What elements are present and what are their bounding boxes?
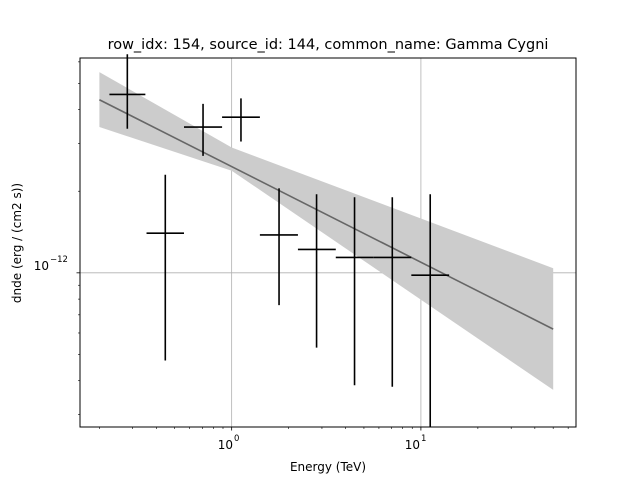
chart-title: row_idx: 154, source_id: 144, common_nam… <box>108 37 549 53</box>
confidence-band <box>99 72 554 390</box>
plot-area <box>80 54 576 427</box>
axis-ticks <box>76 61 569 431</box>
x-tick-label-10: 10 1 <box>405 434 427 452</box>
x-tick-label-1: 10 0 <box>218 434 240 452</box>
data-point-8 <box>411 194 450 427</box>
x-tick-label-10-exponent: 1 <box>421 434 426 444</box>
data-point-5 <box>297 194 336 348</box>
model-line <box>99 99 554 330</box>
data-point-1 <box>146 174 184 361</box>
model-line-path <box>99 99 554 330</box>
data-points <box>109 54 450 427</box>
data-point-3 <box>222 98 260 142</box>
x-tick-label-1-exponent: 0 <box>234 434 239 444</box>
x-tick-label-1-base: 10 <box>218 438 233 452</box>
y-tick-label-1e-12-exponent: −12 <box>50 255 68 265</box>
data-point-4 <box>259 188 298 306</box>
x-tick-label-10-base: 10 <box>405 438 420 452</box>
plot-frame <box>79 57 577 428</box>
x-axis-label: Energy (TeV) <box>290 460 366 474</box>
data-point-0 <box>109 54 146 129</box>
y-tick-label-1e-12-base: 10 <box>34 259 49 273</box>
data-point-6 <box>335 197 374 386</box>
data-point-2 <box>183 103 223 156</box>
y-tick-label-1e-12: 10 −12 <box>34 255 68 273</box>
data-point-7 <box>373 197 412 387</box>
y-axis-label: dnde (erg / (cm2 s)) <box>10 183 24 303</box>
confidence-band-area <box>99 72 554 390</box>
